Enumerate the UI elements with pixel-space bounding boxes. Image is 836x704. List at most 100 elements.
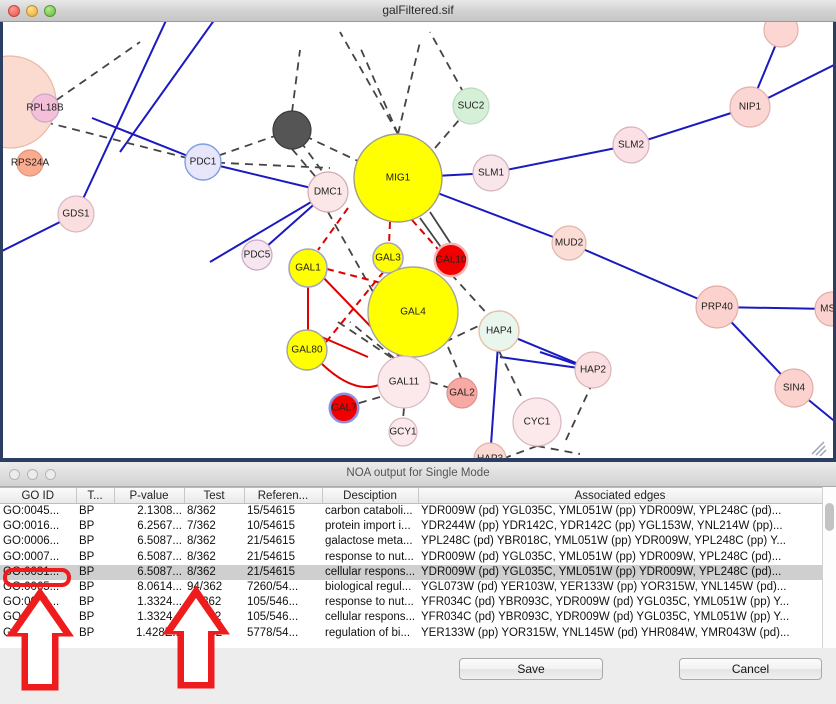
cell-test: 94/362: [187, 581, 223, 594]
node-GAL4[interactable]: [367, 266, 459, 358]
node-PDC1[interactable]: [184, 143, 222, 181]
graph-nodes[interactable]: RPL18B RPS24A GDS1 PDC1 PDC5 DMC1 MIG1 S…: [0, 22, 836, 462]
node-GDS1[interactable]: [57, 195, 95, 233]
column-header-associated-edges[interactable]: Associated edges: [418, 488, 823, 504]
go-results-table[interactable]: GO ID T... P-value Test Referen... Desci…: [0, 488, 823, 641]
node-MSI[interactable]: [814, 291, 836, 327]
table-row[interactable]: GO:0016... BP 6.2567... 7/362 10/54615 p…: [0, 519, 822, 534]
cell-test: 7/362: [187, 520, 216, 533]
noa-close-button[interactable]: [9, 469, 20, 480]
cell-type: BP: [79, 626, 95, 639]
noa-minimize-button[interactable]: [27, 469, 38, 480]
resize-grip-icon[interactable]: [811, 441, 827, 457]
table-row[interactable]: GO:0006... BP 6.5087... 8/362 21/54615 g…: [0, 534, 822, 549]
table-row-selected[interactable]: GO:0031... BP 6.5087... 8/362 21/54615 c…: [0, 564, 822, 580]
table-row[interactable]: GO:0045... BP 2.1308... 8/362 15/54615 c…: [0, 504, 822, 520]
cell-reference: 105/546...: [247, 611, 299, 624]
table-row[interactable]: GO:0050... BP 1.428E... 80/362 5778/54..…: [0, 626, 822, 641]
node-GAL80[interactable]: [286, 329, 328, 371]
cell-type: BP: [79, 581, 95, 594]
edges-directed: [44, 31, 594, 460]
cell-edges: YGL073W (pd) YER103W, YER133W (pp) YOR31…: [421, 581, 787, 594]
node-MIG1[interactable]: [353, 133, 443, 223]
node-HAP2[interactable]: [574, 351, 612, 389]
cell-test: 8/362: [187, 550, 216, 563]
cell-type: BP: [79, 596, 95, 609]
cell-edges: YDR009W (pd) YGL035C, YML051W (pp) YDR00…: [421, 550, 782, 563]
cell-edges: YPL248C (pd) YBR018C, YML051W (pp) YDR00…: [421, 535, 787, 548]
node-MUD2[interactable]: [551, 225, 587, 261]
node-SLM2[interactable]: [612, 126, 650, 164]
node-GAL2[interactable]: [446, 377, 478, 409]
cell-edges: YDR009W (pd) YGL035C, YML051W (pp) YDR00…: [418, 564, 822, 580]
network-canvas[interactable]: .e-pp { stroke:#1a1ac0; stroke-width:2; …: [0, 22, 836, 462]
window-controls[interactable]: [8, 5, 56, 17]
cell-pvalue: 6.5087...: [114, 564, 184, 580]
node-GAL1[interactable]: [288, 248, 328, 288]
column-header-reference[interactable]: Referen...: [244, 488, 323, 504]
node-SIN4[interactable]: [774, 368, 814, 408]
cell-type: BP: [76, 564, 114, 580]
node-DMC1[interactable]: [307, 171, 349, 213]
cancel-button[interactable]: Cancel: [679, 658, 822, 680]
node-GCY1[interactable]: [388, 417, 418, 447]
node-GAL10[interactable]: [436, 245, 466, 275]
column-header-type[interactable]: T...: [76, 488, 115, 504]
cell-description: response to nut...: [325, 596, 414, 609]
column-header-pvalue[interactable]: P-value: [114, 488, 185, 504]
noa-window-controls[interactable]: [9, 469, 56, 480]
cell-pvalue: 6.2567...: [137, 520, 182, 533]
node-SUC2[interactable]: [452, 87, 490, 125]
node-unlabeled-top[interactable]: [763, 22, 799, 48]
node-NIP1[interactable]: [729, 86, 771, 128]
cell-edges: YER133W (pp) YOR315W, YNL145W (pd) YHR08…: [421, 626, 790, 639]
noa-output-dialog: NOA output for Single Mode GO ID T... P-…: [0, 462, 836, 704]
cell-pvalue: 6.5087...: [137, 550, 182, 563]
node-GAL3[interactable]: [372, 242, 404, 274]
node-PDC5[interactable]: [241, 239, 273, 271]
node-PRP40[interactable]: [695, 285, 739, 329]
network-scrollbar[interactable]: [833, 22, 836, 462]
cell-type: BP: [79, 611, 95, 624]
node-RPL18B[interactable]: [30, 93, 60, 123]
noa-zoom-button[interactable]: [45, 469, 56, 480]
table-row[interactable]: GO:0007... BP 6.5087... 8/362 21/54615 r…: [0, 550, 822, 565]
minimize-button[interactable]: [26, 5, 38, 17]
node-unlabeled-dark[interactable]: [272, 110, 312, 150]
cell-description: cellular respons...: [322, 564, 418, 580]
cell-test: 8/362: [187, 535, 216, 548]
cell-description: carbon cataboli...: [325, 505, 413, 518]
zoom-button[interactable]: [44, 5, 56, 17]
cell-test: 11/362: [187, 596, 222, 609]
node-GAL11[interactable]: [377, 355, 431, 409]
scrollbar-thumb[interactable]: [825, 503, 834, 531]
cell-type: BP: [79, 505, 95, 518]
table-row[interactable]: GO:0031... BP 1.3324... 11/362 105/546..…: [0, 610, 822, 625]
cell-reference: 15/54615: [247, 505, 295, 518]
column-header-description[interactable]: Desciption: [322, 488, 419, 504]
save-button[interactable]: Save: [459, 658, 603, 680]
cell-go-id: GO:0031...: [3, 596, 60, 609]
cell-go-id: GO:0007...: [3, 550, 60, 563]
node-HAP4[interactable]: [478, 310, 520, 352]
node-CYC1[interactable]: [512, 397, 562, 447]
node-RPS24A[interactable]: [16, 149, 44, 177]
node-SLM1[interactable]: [472, 154, 510, 192]
node-GAL7[interactable]: [331, 395, 357, 421]
cell-description: response to nut...: [325, 550, 414, 563]
column-header-test[interactable]: Test: [184, 488, 245, 504]
column-header-go-id[interactable]: GO ID: [0, 488, 77, 504]
network-graph-svg[interactable]: .e-pp { stroke:#1a1ac0; stroke-width:2; …: [0, 22, 836, 462]
results-table-container[interactable]: GO ID T... P-value Test Referen... Desci…: [0, 487, 836, 648]
close-button[interactable]: [8, 5, 20, 17]
table-row[interactable]: GO:0031... BP 1.3324... 11/362 105/546..…: [0, 595, 822, 610]
cell-pvalue: 1.428E...: [135, 626, 182, 639]
table-vertical-scrollbar[interactable]: [822, 487, 836, 648]
cell-reference: 21/54615: [247, 535, 295, 548]
cell-reference: 105/546...: [247, 596, 299, 609]
table-header-row: GO ID T... P-value Test Referen... Desci…: [0, 488, 823, 504]
cell-type: BP: [79, 550, 95, 563]
table-row[interactable]: GO:0065... BP 8.0614... 94/362 7260/54..…: [0, 580, 822, 595]
cell-description: protein import i...: [325, 520, 411, 533]
cell-reference: 10/54615: [247, 520, 295, 533]
